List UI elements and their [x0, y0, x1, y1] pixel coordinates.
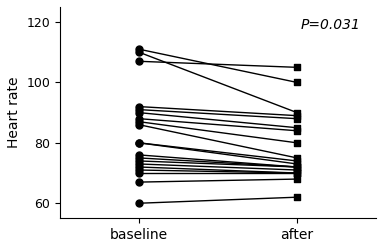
Point	[294, 141, 300, 145]
Point	[136, 165, 142, 169]
Point	[294, 129, 300, 133]
Point	[136, 141, 142, 145]
Point	[136, 180, 142, 184]
Point	[136, 171, 142, 175]
Point	[136, 156, 142, 160]
Point	[136, 201, 142, 205]
Point	[136, 153, 142, 157]
Point	[136, 111, 142, 115]
Point	[136, 108, 142, 112]
Point	[294, 171, 300, 175]
Point	[136, 162, 142, 166]
Point	[136, 120, 142, 124]
Point	[136, 117, 142, 121]
Point	[294, 177, 300, 181]
Point	[294, 80, 300, 84]
Point	[294, 117, 300, 121]
Point	[294, 195, 300, 199]
Point	[294, 165, 300, 169]
Y-axis label: Heart rate: Heart rate	[7, 77, 21, 148]
Point	[294, 111, 300, 115]
Point	[294, 168, 300, 172]
Point	[136, 159, 142, 163]
Point	[294, 65, 300, 69]
Point	[294, 171, 300, 175]
Point	[136, 105, 142, 109]
Point	[294, 165, 300, 169]
Point	[136, 141, 142, 145]
Point	[294, 162, 300, 166]
Point	[294, 126, 300, 130]
Point	[136, 168, 142, 172]
Point	[136, 47, 142, 51]
Point	[294, 171, 300, 175]
Point	[294, 114, 300, 118]
Point	[136, 50, 142, 54]
Point	[294, 159, 300, 163]
Point	[136, 123, 142, 127]
Point	[294, 156, 300, 160]
Point	[294, 165, 300, 169]
Text: P=0.031: P=0.031	[300, 17, 360, 32]
Point	[136, 59, 142, 63]
